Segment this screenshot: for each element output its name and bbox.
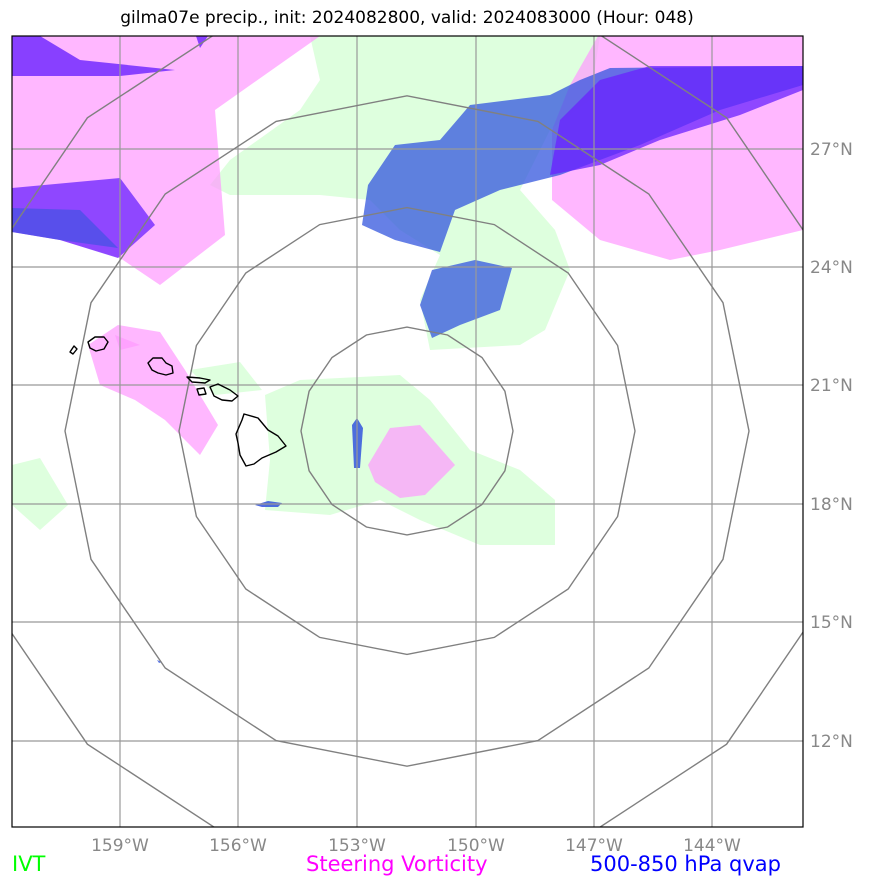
lat-label: 18°N bbox=[810, 495, 853, 515]
lon-label: 153°W bbox=[328, 836, 386, 856]
qvap-field bbox=[12, 36, 803, 663]
map-frame bbox=[11, 35, 804, 828]
range-rings bbox=[12, 36, 803, 827]
longitude-labels: 159°W 156°W 153°W 150°W 147°W 144°W bbox=[91, 836, 741, 856]
lon-label: 156°W bbox=[209, 836, 267, 856]
lat-label: 15°N bbox=[810, 613, 853, 633]
latitude-labels: 27°N 24°N 21°N 18°N 15°N 12°N bbox=[810, 140, 853, 752]
lon-label: 159°W bbox=[91, 836, 149, 856]
map-title: gilma07e precip., init: 2024082800, vali… bbox=[120, 8, 694, 28]
lon-label: 147°W bbox=[565, 836, 623, 856]
range-ring bbox=[300, 326, 514, 536]
lat-label: 27°N bbox=[810, 140, 853, 160]
coastline-hawaiian-islands bbox=[69, 336, 287, 467]
range-ring bbox=[178, 206, 636, 656]
lat-label: 24°N bbox=[810, 258, 853, 278]
legend-qvap: 500-850 hPa qvap bbox=[590, 852, 781, 876]
lon-label: 150°W bbox=[447, 836, 505, 856]
range-ring bbox=[64, 95, 750, 767]
map-plot-area bbox=[12, 36, 803, 827]
range-ring bbox=[12, 36, 803, 827]
lat-lon-grid bbox=[12, 36, 803, 827]
lat-label: 21°N bbox=[810, 376, 853, 396]
legend-ivt: IVT bbox=[12, 852, 46, 876]
legend-steering-vorticity: Steering Vorticity bbox=[306, 852, 488, 876]
lon-label: 144°W bbox=[683, 836, 741, 856]
lat-label: 12°N bbox=[810, 732, 853, 752]
